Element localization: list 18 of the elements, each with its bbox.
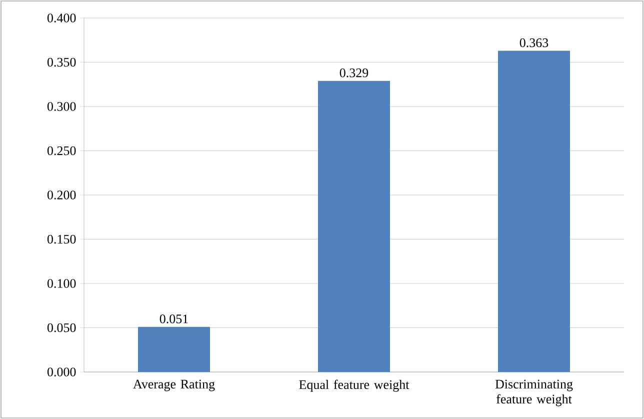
y-tick-label: 0.150	[47, 234, 76, 244]
y-tick-label: 0.250	[47, 146, 76, 156]
y-tick-label: 0.100	[47, 279, 76, 288]
y-tick-label: 0.400	[47, 14, 76, 22]
y-tick-label: 0.300	[47, 102, 76, 111]
data-label: 0.329	[340, 68, 368, 78]
x-tick-label: Discriminating feature weight	[495, 380, 573, 406]
x-tick-label: Equal feature weight	[299, 380, 410, 392]
bar	[498, 50, 570, 372]
y-tick-label: 0.350	[47, 58, 76, 67]
y-tick-label: 0.000	[47, 368, 76, 376]
bar	[318, 80, 390, 372]
y-tick-label: 0.200	[47, 190, 76, 200]
data-label: 0.051	[160, 314, 188, 324]
bar	[138, 326, 210, 372]
y-tick-label: 0.050	[47, 323, 76, 332]
data-label: 0.363	[520, 38, 548, 48]
x-tick-label: Average Rating	[133, 380, 215, 392]
